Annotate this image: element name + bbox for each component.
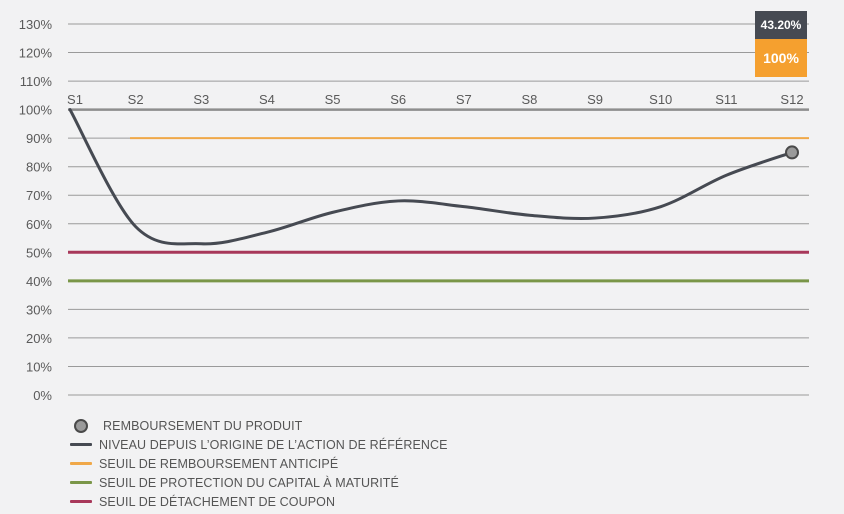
legend-label: REMBOURSEMENT DU PRODUIT xyxy=(103,418,303,433)
x-tick-label: S6 xyxy=(390,92,406,107)
y-tick-label: 50% xyxy=(26,245,52,260)
legend-item-reference-level: NIVEAU DEPUIS L’ORIGINE DE L’ACTION DE R… xyxy=(70,435,448,454)
y-tick-label: 80% xyxy=(26,160,52,175)
y-tick-label: 10% xyxy=(26,359,52,374)
redemption-marker xyxy=(785,145,799,160)
x-tick-label: S12 xyxy=(780,92,803,107)
reference-share-curve xyxy=(68,108,794,246)
x-tick-label: S7 xyxy=(456,92,472,107)
y-tick-label: 110% xyxy=(20,74,53,89)
legend-item-redemption: REMBOURSEMENT DU PRODUIT xyxy=(70,416,448,435)
legend-item-early-redemption: SEUIL DE REMBOURSEMENT ANTICIPÉ xyxy=(70,454,448,473)
legend: REMBOURSEMENT DU PRODUIT NIVEAU DEPUIS L… xyxy=(70,416,448,511)
capital-badge: 100% xyxy=(755,39,807,77)
x-tick-label: S2 xyxy=(128,92,144,107)
legend-label: SEUIL DE PROTECTION DU CAPITAL À MATURIT… xyxy=(99,475,399,490)
x-axis-ticks: S1 S2 S3 S4 S5 S6 S7 S8 S9 S10 S11 S12 xyxy=(67,92,804,107)
x-tick-label: S3 xyxy=(193,92,209,107)
gridlines xyxy=(68,23,809,396)
y-axis-ticks: 130% 120% 110% 100% 90% 80% 70% 60% 50% 40% 30% 20%… xyxy=(19,17,53,403)
line-icon xyxy=(70,443,92,446)
x-tick-label: S10 xyxy=(649,92,672,107)
x-tick-label: S5 xyxy=(325,92,341,107)
threshold-lines xyxy=(68,137,809,283)
x-tick-label: S1 xyxy=(67,92,83,107)
x-tick-label: S8 xyxy=(522,92,538,107)
y-tick-label: 90% xyxy=(26,131,52,146)
y-tick-label: 30% xyxy=(26,302,52,317)
dot-icon xyxy=(74,418,88,433)
line-icon xyxy=(70,462,92,465)
y-tick-label: 60% xyxy=(26,217,52,232)
y-tick-label: 40% xyxy=(26,274,52,289)
y-tick-label: 130% xyxy=(19,17,53,32)
legend-item-coupon: SEUIL DE DÉTACHEMENT DE COUPON xyxy=(70,492,448,511)
legend-label: SEUIL DE REMBOURSEMENT ANTICIPÉ xyxy=(99,456,339,471)
y-tick-label: 70% xyxy=(26,188,52,203)
y-tick-label: 20% xyxy=(26,331,52,346)
y-tick-label: 120% xyxy=(19,46,53,61)
x-tick-label: S11 xyxy=(715,92,737,107)
legend-label: NIVEAU DEPUIS L’ORIGINE DE L’ACTION DE R… xyxy=(99,437,448,452)
y-tick-label: 0% xyxy=(33,388,52,403)
x-tick-label: S4 xyxy=(259,92,275,107)
line-icon xyxy=(70,500,92,503)
legend-label: SEUIL DE DÉTACHEMENT DE COUPON xyxy=(99,494,336,509)
x-tick-label: S9 xyxy=(587,92,603,107)
gain-badge: 43.20% xyxy=(755,11,807,39)
line-icon xyxy=(70,481,92,484)
y-tick-label: 100% xyxy=(19,103,53,118)
legend-item-capital-protection: SEUIL DE PROTECTION DU CAPITAL À MATURIT… xyxy=(70,473,448,492)
